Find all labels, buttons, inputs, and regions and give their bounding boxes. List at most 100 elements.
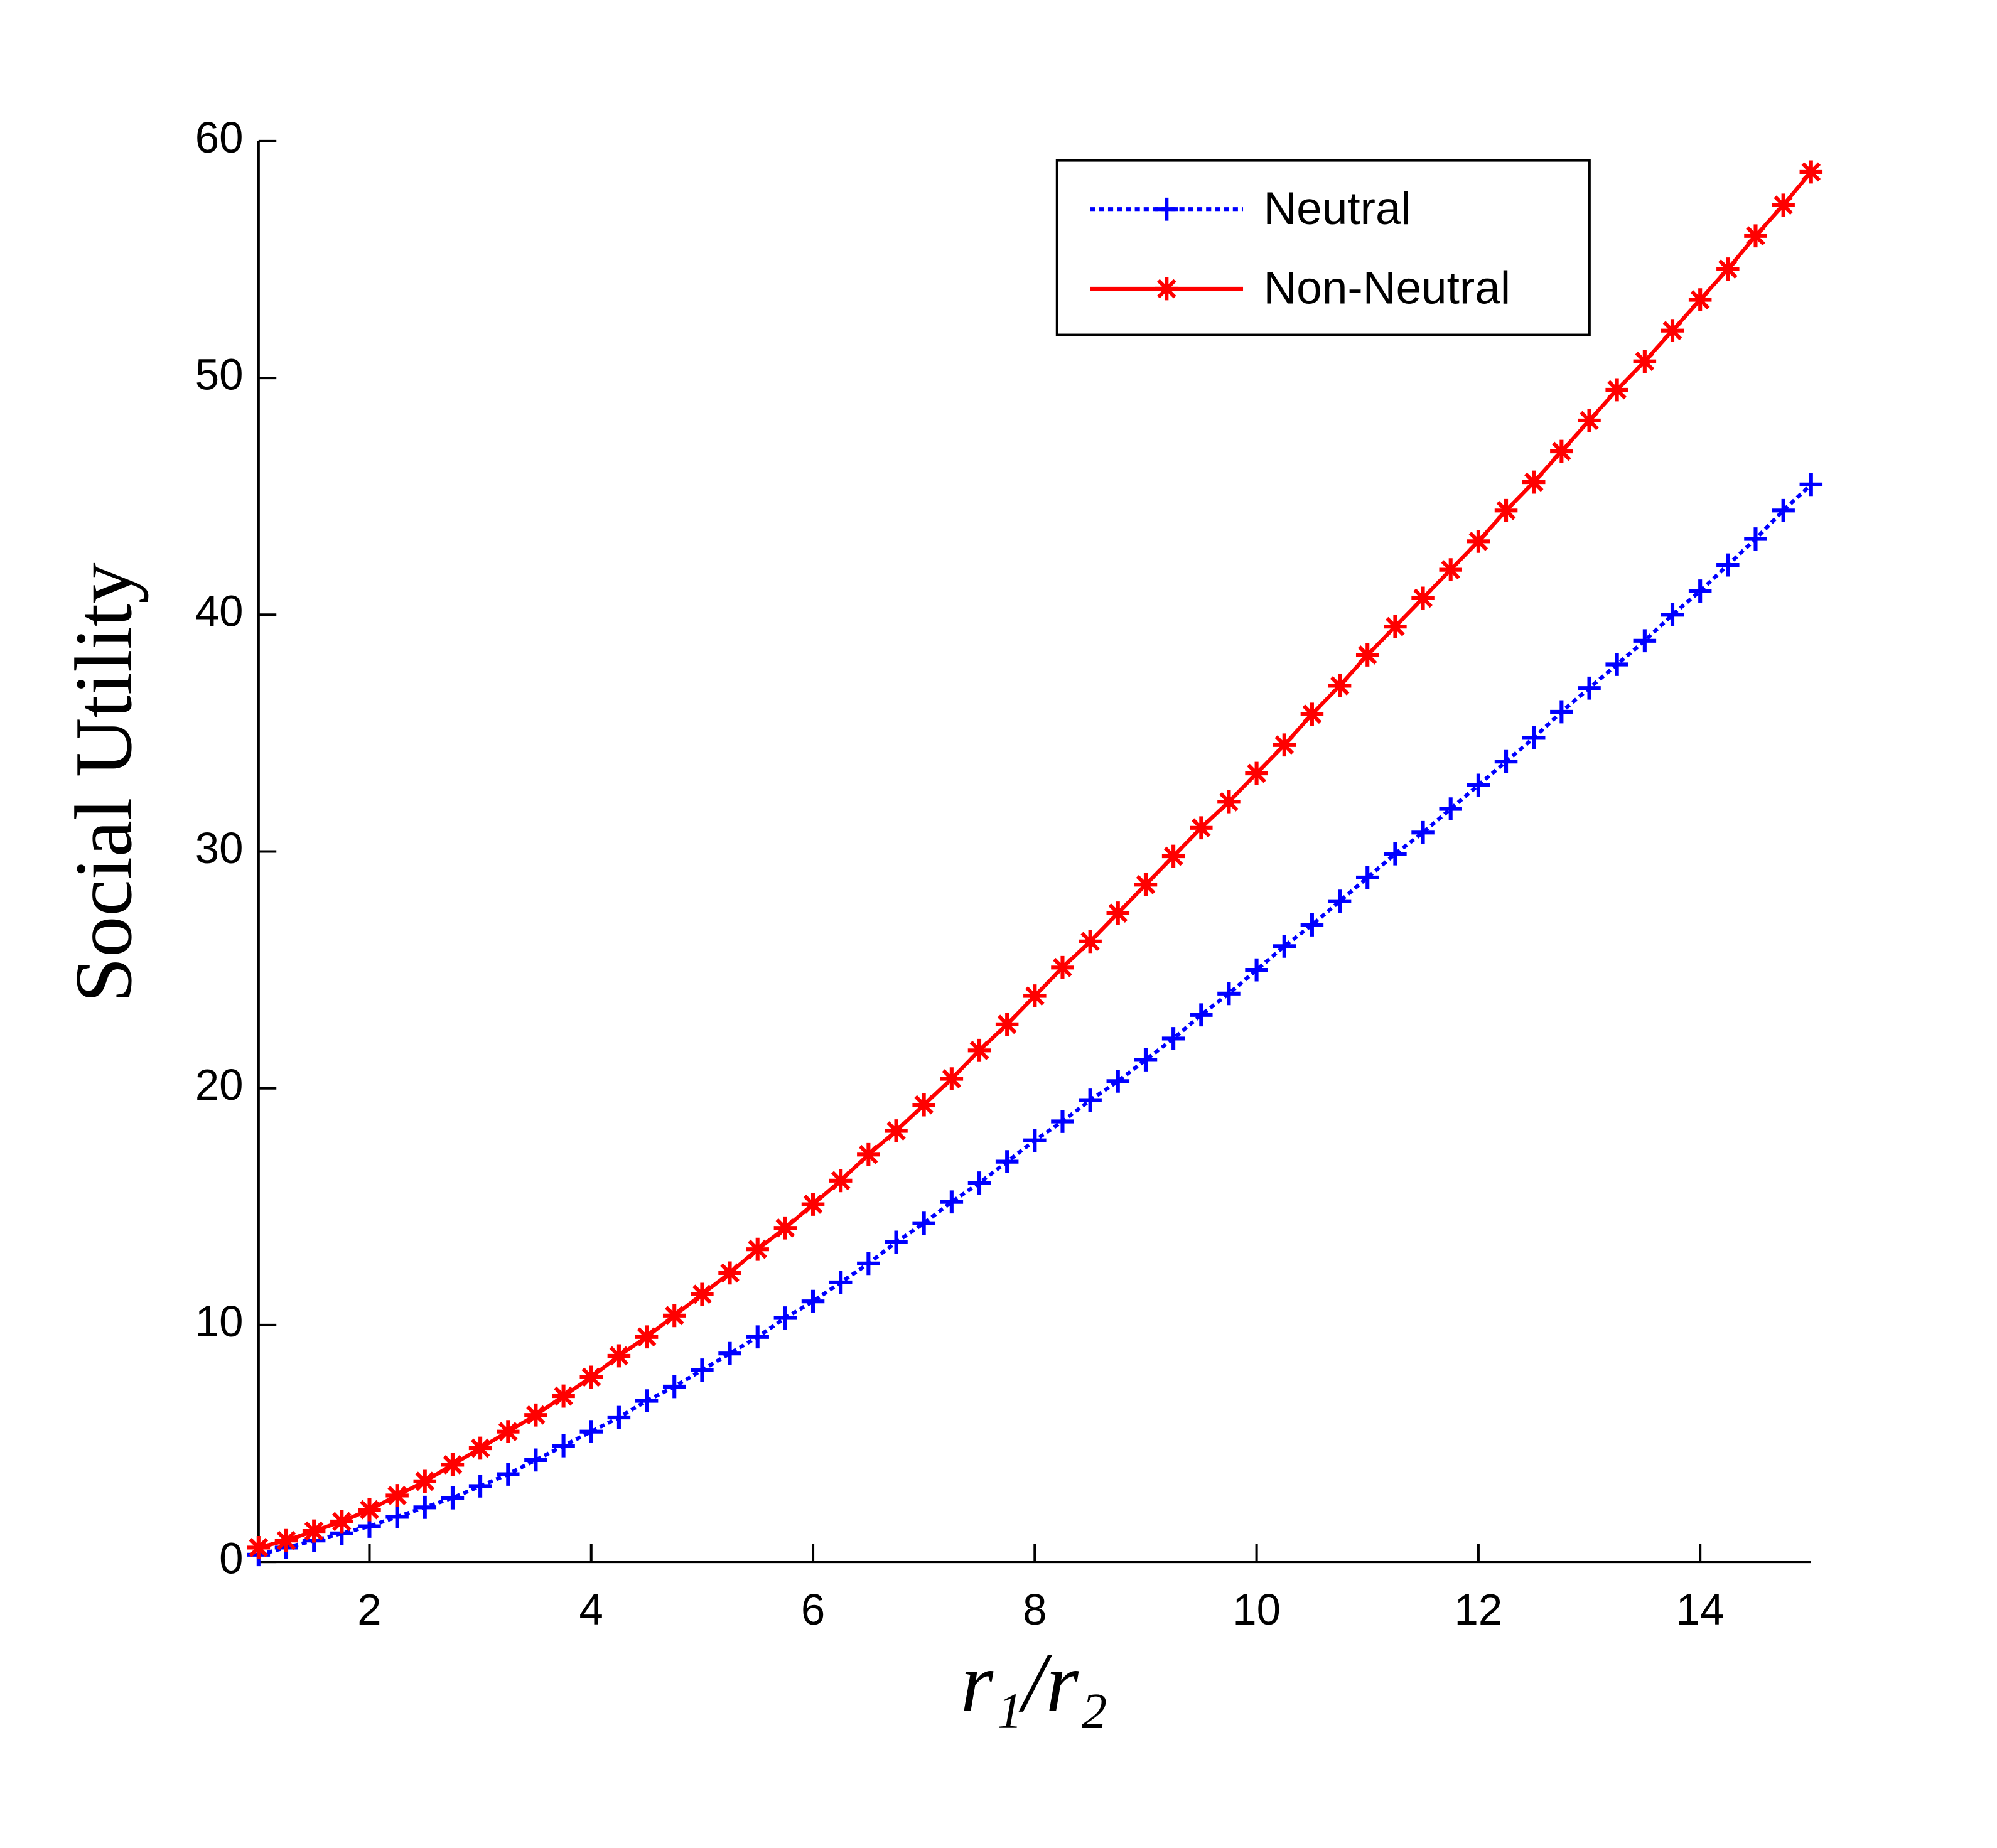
marker (1467, 773, 1490, 797)
marker (940, 1067, 964, 1091)
marker (413, 1495, 437, 1519)
marker (1328, 889, 1352, 913)
x-tick-label: 4 (579, 1585, 603, 1634)
marker (1522, 726, 1546, 749)
marker (995, 1013, 1019, 1036)
marker (1079, 1088, 1102, 1112)
y-tick-label: 40 (195, 586, 244, 635)
marker (1023, 1129, 1047, 1152)
x-axis-label: r₁/r₂ (961, 1636, 1108, 1730)
marker (1578, 676, 1601, 700)
marker (1106, 1069, 1130, 1093)
marker (1522, 470, 1546, 494)
marker (885, 1230, 908, 1254)
marker (1799, 473, 1823, 497)
marker (1217, 982, 1241, 1006)
x-tick-label: 6 (801, 1585, 825, 1634)
marker (635, 1389, 659, 1412)
marker (1550, 700, 1573, 724)
marker (524, 1403, 547, 1427)
marker (1161, 844, 1185, 868)
marker (274, 1528, 298, 1552)
marker (1134, 873, 1158, 896)
marker (1411, 820, 1435, 844)
marker (413, 1469, 437, 1493)
marker (1799, 160, 1823, 184)
legend-box (1055, 159, 1591, 336)
marker (607, 1405, 631, 1429)
marker (1190, 1003, 1213, 1027)
marker (552, 1434, 575, 1458)
y-tick-label: 0 (219, 1534, 243, 1582)
marker (1744, 527, 1767, 551)
marker (385, 1484, 409, 1507)
marker (441, 1486, 465, 1510)
marker (801, 1289, 825, 1313)
marker (1384, 615, 1407, 638)
marker (857, 1252, 880, 1276)
marker (857, 1142, 880, 1166)
marker (829, 1270, 853, 1294)
marker (635, 1325, 659, 1349)
legend-label: Neutral (1263, 183, 1411, 234)
marker (302, 1519, 326, 1543)
marker (1328, 674, 1352, 697)
marker (1688, 288, 1712, 312)
marker (1384, 842, 1407, 866)
marker (1772, 498, 1795, 522)
marker (1355, 866, 1379, 889)
marker (1106, 901, 1130, 925)
marker (1217, 790, 1241, 814)
y-tick-label: 20 (195, 1060, 244, 1109)
marker (1716, 257, 1740, 281)
marker (1273, 733, 1296, 757)
marker (1134, 1048, 1158, 1072)
marker (1633, 350, 1657, 373)
series-line (258, 483, 1812, 1557)
marker (1355, 643, 1379, 667)
marker (1439, 558, 1462, 582)
marker (1079, 930, 1102, 954)
marker (1550, 439, 1573, 463)
marker (1245, 761, 1268, 785)
marker (1051, 1110, 1074, 1133)
marker (497, 1420, 520, 1444)
marker (385, 1505, 409, 1528)
marker (1661, 603, 1684, 626)
marker (1744, 224, 1767, 248)
marker (995, 1150, 1019, 1174)
x-tick-label: 14 (1676, 1585, 1725, 1634)
x-tick-label: 2 (357, 1585, 381, 1634)
marker (330, 1510, 353, 1534)
marker (1439, 797, 1462, 820)
marker (662, 1304, 686, 1328)
marker (1023, 984, 1047, 1007)
marker (579, 1420, 603, 1444)
marker (773, 1306, 797, 1330)
marker (247, 1536, 271, 1559)
legend: Neutral Non-Neutral (1055, 159, 1591, 336)
marker (1494, 749, 1518, 773)
marker (746, 1325, 769, 1349)
y-tick-label: 50 (195, 350, 244, 399)
marker (1300, 913, 1324, 937)
marker (1245, 958, 1268, 982)
marker (691, 1358, 714, 1382)
marker (801, 1193, 825, 1216)
marker (885, 1119, 908, 1142)
marker (1605, 653, 1628, 676)
marker (468, 1436, 492, 1460)
marker (1772, 193, 1795, 217)
marker (1716, 553, 1740, 577)
marker (1605, 378, 1628, 402)
legend-label: Non-Neutral (1263, 262, 1510, 313)
y-axis-label: Social Utility (59, 562, 149, 1002)
marker (441, 1453, 465, 1476)
y-tick-label: 30 (195, 824, 244, 873)
marker (1688, 579, 1712, 603)
marker (1300, 702, 1324, 726)
marker (1494, 498, 1518, 522)
marker (524, 1448, 547, 1472)
marker (662, 1375, 686, 1399)
